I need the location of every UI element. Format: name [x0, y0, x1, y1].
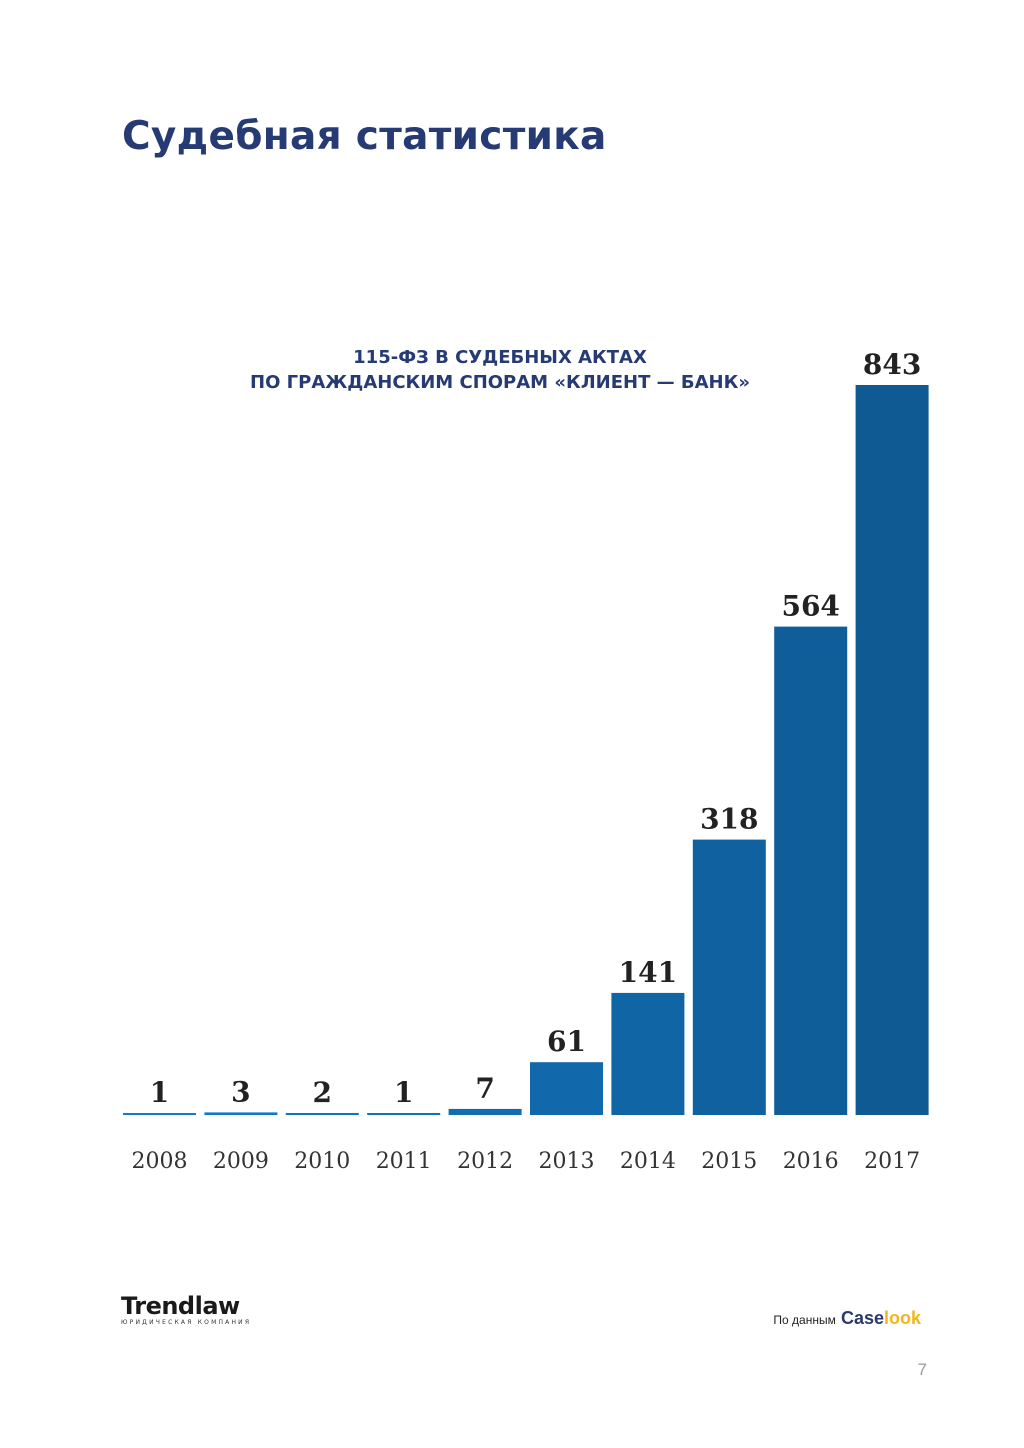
value-label-2016: 564 [781, 590, 839, 623]
x-tick-2011: 2011 [376, 1149, 432, 1174]
bar-2012 [448, 1108, 522, 1115]
x-tick-2013: 2013 [539, 1149, 595, 1174]
bar-2008 [123, 1113, 196, 1115]
logo-tagline: ЮРИДИЧЕСКАЯ КОМПАНИЯ [121, 1319, 252, 1326]
bars-group [123, 385, 929, 1115]
x-tick-2015: 2015 [701, 1149, 757, 1174]
data-source: По данным Caselook [773, 1308, 921, 1329]
bar-2016 [774, 626, 848, 1115]
source-label: По данным [773, 1313, 836, 1327]
chart-title-line-1: 115-ФЗ В СУДЕБНЫХ АКТАХ [353, 347, 647, 368]
value-label-2017: 843 [863, 348, 921, 381]
value-labels-group: 1 3 2 1 7 61 141 318 564 843 [150, 348, 922, 1109]
logo-text: Trendlaw [121, 1292, 240, 1320]
x-tick-2009: 2009 [213, 1149, 269, 1174]
x-tick-labels-group: 2008 2009 2010 2011 2012 2013 2014 2015 2016 2017 [132, 1149, 921, 1174]
bar-2009 [204, 1112, 278, 1115]
bar-2011 [367, 1113, 441, 1115]
x-tick-2008: 2008 [132, 1149, 188, 1174]
trendlaw-logo: Trendlaw ЮРИДИЧЕСКАЯ КОМПАНИЯ [121, 1292, 251, 1326]
value-label-2011: 1 [394, 1076, 413, 1109]
chart-title: 115-ФЗ В СУДЕБНЫХ АКТАХ ПО ГРАЖДАНСКИМ С… [150, 345, 850, 395]
x-tick-2010: 2010 [294, 1149, 350, 1174]
bar-2017 [855, 385, 929, 1115]
value-label-2009: 3 [231, 1075, 250, 1108]
value-label-2010: 2 [313, 1076, 332, 1109]
source-brand-case: Case [840, 1308, 884, 1328]
value-label-2013: 61 [547, 1025, 586, 1058]
page-number: 7 [917, 1360, 927, 1379]
x-tick-2012: 2012 [457, 1149, 513, 1174]
value-label-2012: 7 [475, 1072, 494, 1105]
x-tick-2014: 2014 [620, 1149, 676, 1174]
source-brand-look: look [883, 1308, 921, 1328]
bar-2014 [611, 992, 685, 1115]
value-label-2014: 141 [619, 956, 677, 989]
page-title: Судебная статистика [122, 114, 607, 159]
bar-2013 [530, 1062, 603, 1115]
value-label-2015: 318 [700, 803, 758, 836]
x-tick-2016: 2016 [783, 1149, 839, 1174]
value-label-2008: 1 [150, 1076, 169, 1109]
x-tick-2017: 2017 [864, 1149, 920, 1174]
bar-2015 [692, 839, 766, 1115]
chart-title-line-2: ПО ГРАЖДАНСКИМ СПОРАМ «КЛИЕНТ — БАНК» [250, 372, 750, 393]
bar-2010 [285, 1113, 359, 1115]
